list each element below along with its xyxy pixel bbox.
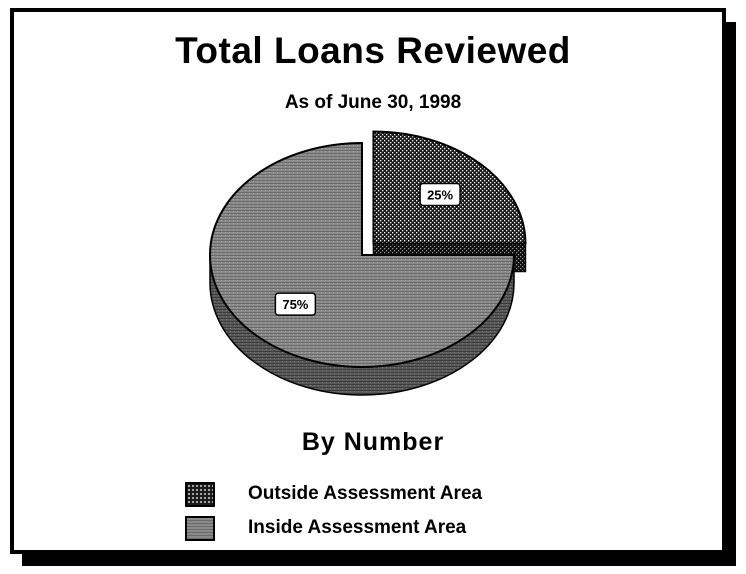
pie-label-text-0: 25% xyxy=(427,187,453,202)
pie-label-0: 25% xyxy=(419,182,461,207)
pie-label-text-1: 75% xyxy=(282,297,308,312)
chart-caption: By Number xyxy=(301,428,445,456)
legend-label-outside: Outside Assessment Area xyxy=(248,483,483,504)
legend-item-outside: Outside Assessment Area xyxy=(185,477,482,511)
chart-title: Total Loans Reviewed xyxy=(175,30,571,71)
legend: Outside Assessment Area Inside Assessmen… xyxy=(185,477,482,545)
chart-subtitle: As of June 30, 1998 xyxy=(284,92,462,113)
pie-label-1: 75% xyxy=(274,292,317,316)
legend-swatch-outside xyxy=(185,481,215,507)
legend-label-inside: Inside Assessment Area xyxy=(248,517,467,538)
legend-swatch-inside xyxy=(185,515,215,541)
legend-item-inside: Inside Assessment Area xyxy=(185,511,482,545)
